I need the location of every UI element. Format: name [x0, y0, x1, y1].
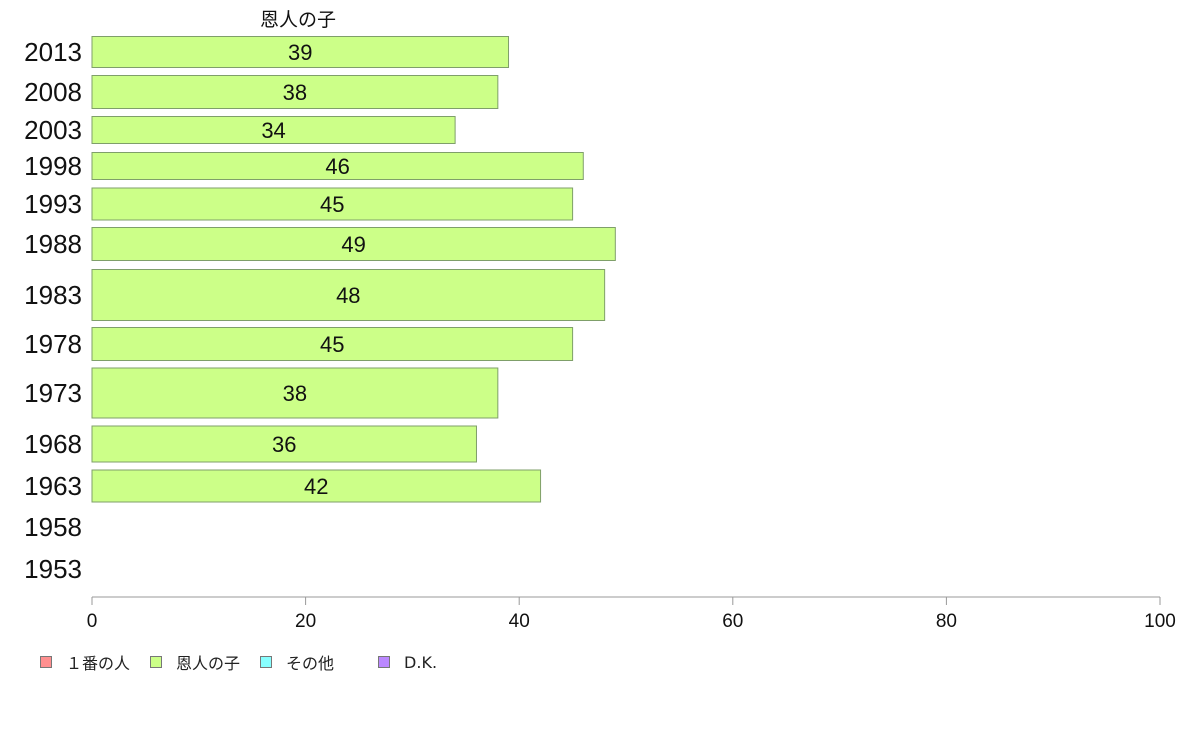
legend-label: その他 [286, 654, 335, 673]
x-tick-label: 60 [722, 611, 743, 632]
y-tick-label: 1958 [24, 512, 82, 542]
data-label: 38 [283, 80, 307, 105]
bar [91, 187, 574, 221]
bar [91, 367, 499, 419]
legend-label: 恩人の子 [176, 654, 241, 673]
legend-item: １番の人 [40, 650, 130, 674]
x-tick-label: 80 [936, 611, 957, 632]
bar [91, 425, 477, 463]
bar [91, 327, 574, 361]
bar [91, 36, 510, 68]
data-label: 46 [325, 154, 349, 179]
y-tick-label: 1978 [24, 329, 82, 359]
legend-item: その他 [260, 650, 334, 674]
y-tick-label: 1953 [24, 554, 82, 584]
y-tick-label: 2013 [24, 37, 82, 67]
data-label: 49 [341, 232, 365, 257]
legend-label: D.K. [404, 652, 438, 672]
y-tick-label: 1973 [24, 378, 82, 408]
y-tick-label: 2008 [24, 77, 82, 107]
bar [91, 116, 456, 144]
bar [91, 469, 542, 503]
x-tick-label: 20 [295, 611, 316, 632]
y-tick-label: 1993 [24, 189, 82, 219]
x-tick-label: 40 [509, 611, 530, 632]
data-label: 38 [283, 381, 307, 406]
legend-swatch [260, 656, 273, 668]
legend-item: 恩人の子 [150, 650, 240, 674]
legend-swatch [378, 656, 391, 668]
y-tick-label: 1983 [24, 280, 82, 310]
data-label: 45 [320, 332, 344, 357]
legend-item: D.K. [378, 653, 437, 672]
bars-layer: 39 38 34 46 45 49 48 45 38 36 42 [91, 36, 616, 503]
data-label: 45 [320, 192, 344, 217]
data-label: 48 [336, 283, 360, 308]
y-tick-label: 1998 [24, 151, 82, 181]
x-tick-label: 100 [1144, 611, 1176, 632]
data-label: 42 [304, 474, 328, 499]
data-label: 39 [288, 40, 312, 65]
legend-swatch [40, 656, 52, 668]
bar [91, 269, 606, 321]
x-tick-label: 0 [87, 611, 98, 632]
legend: １番の人 恩人の子 その他 D.K. [40, 650, 457, 674]
series-header: 恩人の子 [260, 9, 336, 31]
y-tick-label: 1963 [24, 471, 82, 501]
bar [91, 152, 584, 180]
y-tick-label: 1988 [24, 229, 82, 259]
y-tick-label: 2003 [24, 115, 82, 145]
legend-swatch [150, 656, 163, 668]
y-axis-labels: 2013 2008 2003 1998 1993 1988 1983 1978 1973 1968… [24, 37, 82, 584]
bar [91, 227, 616, 261]
data-label: 34 [261, 118, 285, 143]
legend-label: １番の人 [66, 654, 131, 673]
y-tick-label: 1968 [24, 429, 82, 459]
data-label: 36 [272, 432, 296, 457]
bar [91, 75, 499, 109]
x-axis: 0 20 40 60 80 100 [87, 596, 1176, 632]
